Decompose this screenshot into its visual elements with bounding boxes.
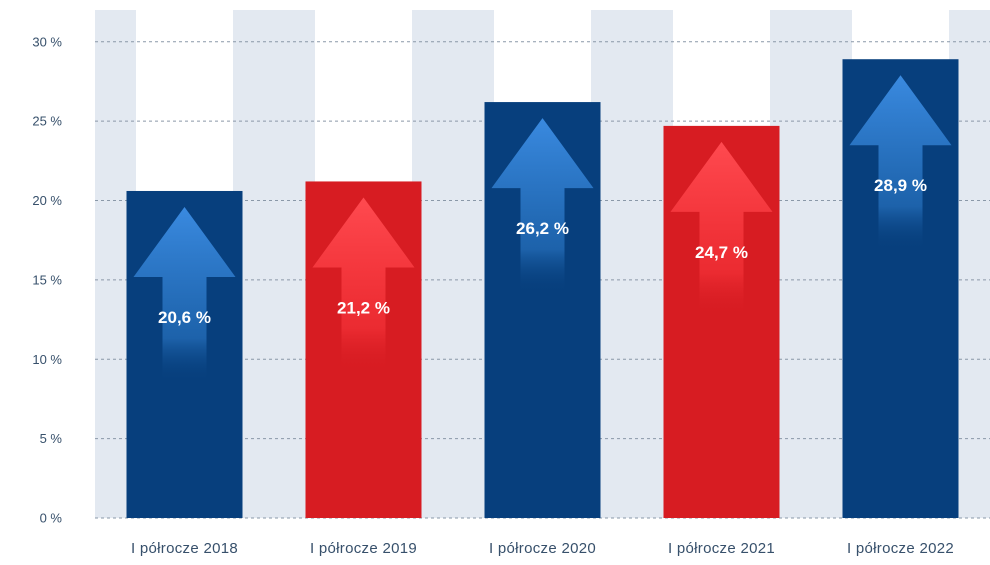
arrow-up-icon [670, 141, 773, 317]
y-tick-label: 15 % [32, 272, 62, 287]
y-tick-label: 20 % [32, 193, 62, 208]
bar-value-label: 28,9 % [874, 176, 927, 195]
x-category-label: I półrocze 2019 [310, 540, 417, 557]
bar-value-label: 26,2 % [516, 219, 569, 238]
y-tick-label: 30 % [32, 34, 62, 49]
y-tick-label: 10 % [32, 352, 62, 367]
arrow-up-icon [133, 206, 236, 382]
y-axis-ticks: 0 % 5 % 10 % 15 % 20 % 25 % 30 % [32, 34, 62, 525]
bar-value-label: 20,6 % [158, 308, 211, 327]
background-band [770, 10, 852, 518]
y-tick-label: 25 % [32, 114, 62, 129]
y-tick-label: 5 % [40, 431, 63, 446]
y-tick-label: 0 % [40, 511, 63, 526]
background-band [591, 10, 673, 518]
x-category-label: I półrocze 2020 [489, 540, 596, 557]
bar-value-label: 24,7 % [695, 243, 748, 262]
background-band [233, 10, 315, 518]
arrow-up-icon [491, 118, 594, 294]
arrow-up-icon [312, 197, 415, 373]
x-axis-labels: I półrocze 2018 I półrocze 2019 I półrocze… [131, 540, 954, 557]
x-category-label: I półrocze 2018 [131, 540, 238, 557]
background-bands [95, 10, 990, 518]
x-category-label: I półrocze 2022 [847, 540, 954, 557]
bars: 20,6 % 21,2 % 26,2 % 24,7 % 28,9 % [126, 59, 959, 519]
arrow-up-icon [849, 75, 952, 251]
x-category-label: I półrocze 2021 [668, 540, 775, 557]
gridlines [95, 41, 990, 519]
bar-value-label: 21,2 % [337, 298, 390, 317]
background-band [412, 10, 494, 518]
